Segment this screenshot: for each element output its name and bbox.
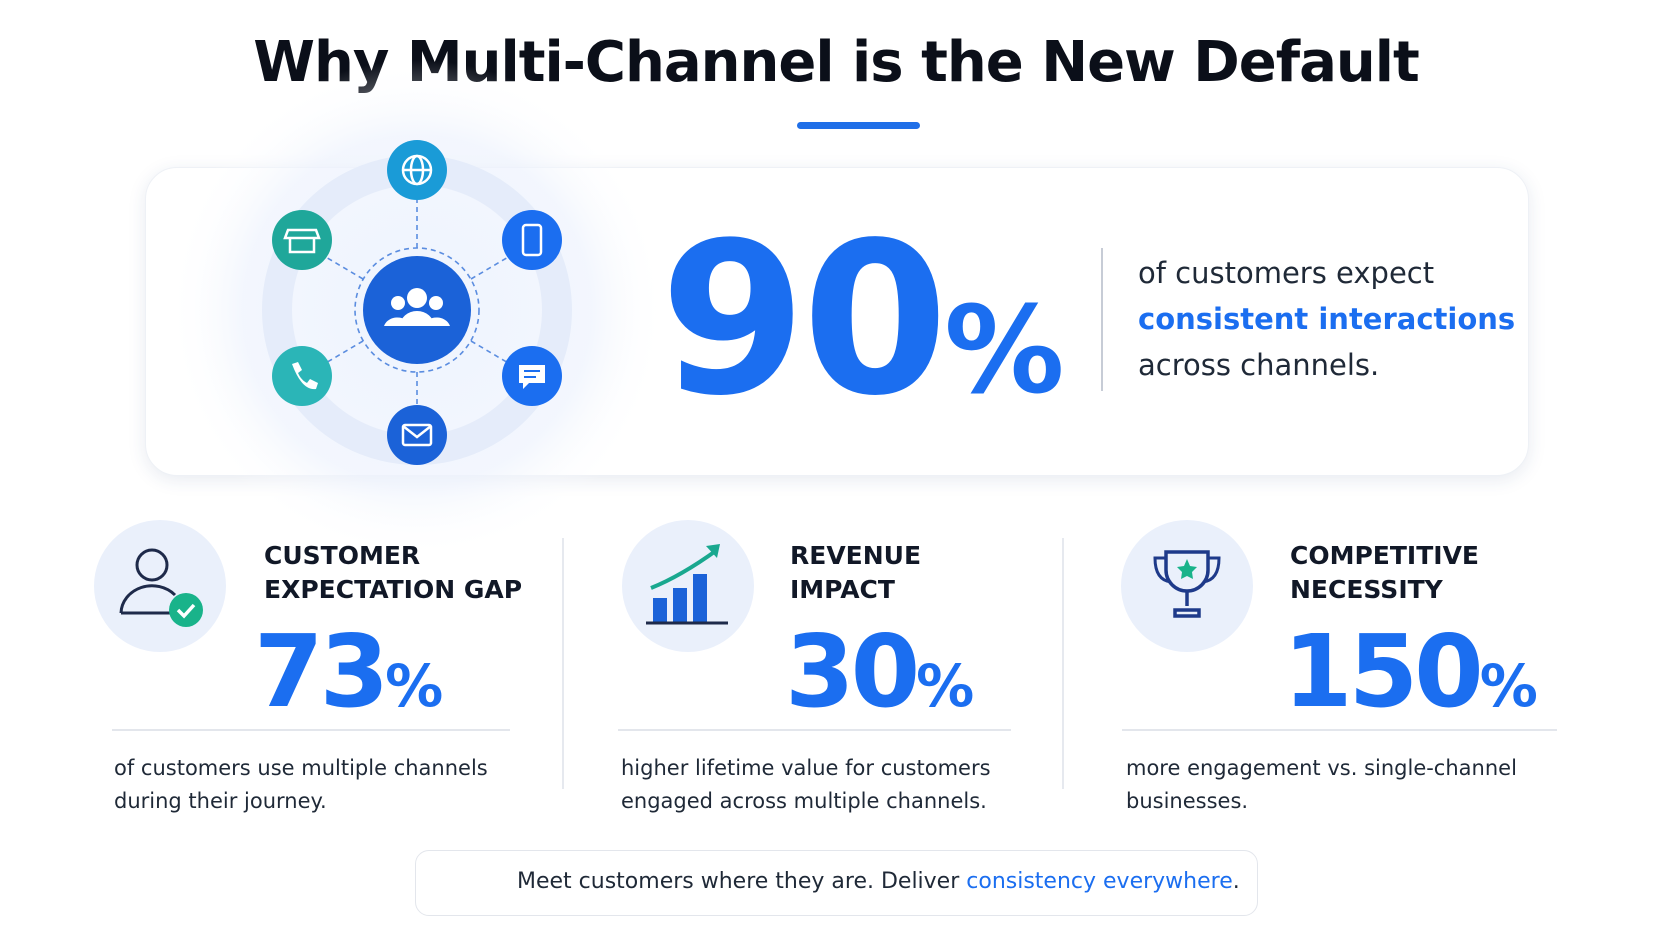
stat-value: 30: [785, 613, 920, 730]
hero-number: 90%: [660, 200, 1064, 472]
footer-text-after: .: [1232, 869, 1240, 894]
footer-text-before: Meet customers where they are. Deliver: [517, 869, 967, 894]
hero-value: 90: [660, 197, 948, 442]
stat-title-line: COMPETITIVE: [1290, 541, 1480, 570]
stat-description: higher lifetime value for customers enga…: [621, 756, 991, 813]
footer-text: Meet customers where they are. Deliver c…: [517, 866, 1240, 898]
icon-person: [94, 520, 226, 652]
footer-text-highlight: consistency everywhere: [966, 869, 1233, 894]
stat-title: CUSTOMER EXPECTATION GAP: [264, 539, 522, 607]
stat-value: 73: [254, 613, 389, 730]
footer-box: [415, 850, 1258, 916]
hero-unit: %: [944, 282, 1065, 421]
stat-rule: [112, 729, 510, 731]
stat-number: 150%: [1283, 617, 1538, 741]
stat-number: 73%: [254, 617, 443, 741]
stat-title-line: IMPACT: [790, 575, 895, 604]
column-divider: [562, 538, 564, 789]
stat-rule: [618, 729, 1011, 731]
hero-text: of customers expect consistent interacti…: [1138, 250, 1518, 388]
stat-title-line: REVENUE: [790, 541, 922, 570]
stat-title: COMPETITIVE NECESSITY: [1290, 539, 1479, 607]
stat-unit: %: [916, 652, 975, 720]
stat-title: REVENUE IMPACT: [790, 539, 921, 607]
stat-description: of customers use multiple channels durin…: [114, 756, 488, 813]
column-divider: [1062, 538, 1064, 789]
stat-number: 30%: [785, 617, 974, 741]
hero-text-after: across channels.: [1138, 348, 1380, 382]
stat-title-line: CUSTOMER: [264, 541, 421, 570]
title-underline: [797, 122, 920, 129]
stat-description: more engagement vs. single-channel busin…: [1126, 756, 1517, 813]
hero-text-highlight: consistent interactions: [1138, 302, 1516, 336]
network-diagram: [167, 60, 667, 560]
stat-unit: %: [385, 652, 444, 720]
stat-unit: %: [1479, 652, 1538, 720]
hero-text-before: of customers expect: [1138, 256, 1435, 290]
stat-title-line: EXPECTATION GAP: [264, 575, 523, 604]
icon-trophy: [1121, 520, 1253, 652]
icon-growth: [622, 520, 754, 652]
stat-value: 150: [1283, 613, 1484, 730]
hero-divider: [1101, 248, 1103, 391]
stat-title-line: NECESSITY: [1290, 575, 1443, 604]
stat-rule: [1122, 729, 1557, 731]
